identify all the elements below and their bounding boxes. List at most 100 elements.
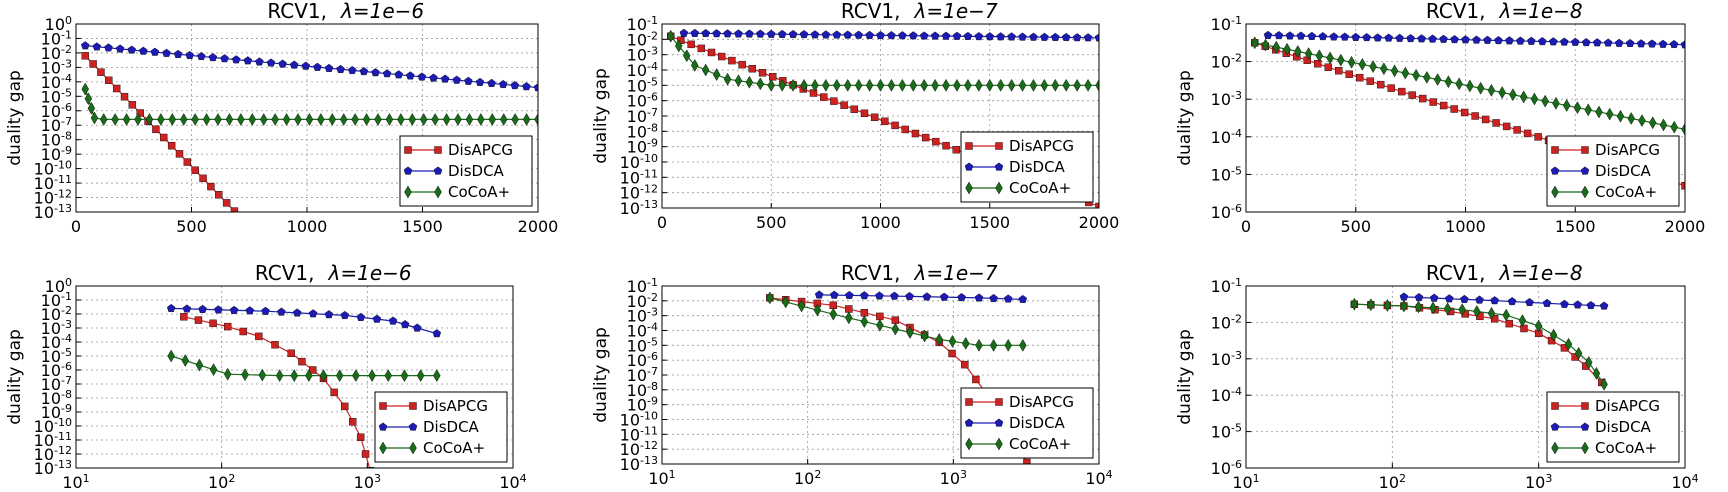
legend-marker-DisAPCG <box>1551 402 1559 410</box>
marker-DisAPCG <box>1523 129 1532 138</box>
marker-DisDCA <box>821 30 831 39</box>
legend: DisAPCG DisDCA CoCoA+ <box>960 387 1094 459</box>
marker-DisDCA <box>701 28 710 37</box>
marker-DisAPCG <box>1387 84 1395 92</box>
marker-CoCoA+ <box>1018 78 1027 92</box>
legend-marker-DisAPCG <box>1581 402 1589 410</box>
marker-DisDCA <box>1373 33 1382 42</box>
marker-DisDCA <box>1490 296 1499 305</box>
marker-CoCoA+ <box>1502 308 1510 322</box>
legend-marker-CoCoA+ <box>1581 441 1589 455</box>
marker-DisDCA <box>80 41 90 50</box>
marker-CoCoA+ <box>789 78 797 92</box>
marker-CoCoA+ <box>1412 68 1420 82</box>
marker-DisAPCG <box>152 125 160 134</box>
marker-DisDCA <box>898 31 907 40</box>
marker-DisDCA <box>996 32 1005 41</box>
marker-CoCoA+ <box>961 336 970 350</box>
y-tick-label: 10-3 <box>41 57 72 77</box>
marker-CoCoA+ <box>876 318 884 332</box>
marker-CoCoA+ <box>876 78 885 92</box>
legend-label-DisDCA: DisDCA <box>1009 414 1066 432</box>
marker-DisDCA <box>1406 34 1415 43</box>
legend-marker-CoCoA+ <box>1581 185 1589 199</box>
marker-CoCoA+ <box>179 113 188 126</box>
legend-label-DisDCA: DisDCA <box>448 162 505 180</box>
marker-DisAPCG <box>1492 119 1500 127</box>
marker-DisDCA <box>989 293 998 302</box>
axes-frame <box>1245 285 1686 469</box>
y-tick-label: 10-3 <box>1211 89 1242 109</box>
marker-CoCoA+ <box>294 113 302 126</box>
marker-DisDCA <box>277 307 286 316</box>
marker-CoCoA+ <box>271 113 279 126</box>
marker-DisAPCG <box>112 84 121 93</box>
marker-DisAPCG <box>948 349 956 358</box>
x-tick-label: 1000 <box>287 217 328 236</box>
marker-CoCoA+ <box>822 78 830 92</box>
marker-DisDCA <box>522 82 531 91</box>
legend-marker-CoCoA+ <box>995 181 1003 195</box>
legend-label-CoCoA+: CoCoA+ <box>1595 439 1657 457</box>
marker-CoCoA+ <box>202 113 211 126</box>
legend-label-DisDCA: DisDCA <box>423 418 480 436</box>
subplot-lambda: λ=1e−8 <box>1499 0 1583 23</box>
marker-DisDCA <box>182 304 192 313</box>
marker-CoCoA+ <box>975 338 983 352</box>
marker-DisDCA <box>830 290 839 299</box>
marker-DisAPCG <box>921 133 930 142</box>
marker-DisDCA <box>1450 35 1459 44</box>
marker-DisDCA <box>292 308 302 317</box>
marker-CoCoA+ <box>1390 64 1399 78</box>
marker-DisAPCG <box>1408 91 1416 99</box>
marker-DisDCA <box>162 48 171 57</box>
legend-marker-DisDCA <box>433 166 443 175</box>
marker-CoCoA+ <box>1681 122 1685 136</box>
marker-DisDCA <box>429 73 438 82</box>
legend-label-DisDCA: DisDCA <box>1595 162 1652 180</box>
marker-CoCoA+ <box>317 113 325 126</box>
marker-CoCoA+ <box>416 369 425 382</box>
x-tick-label: 103 <box>354 472 381 492</box>
axes-frame <box>75 285 514 469</box>
legend: DisAPCG DisDCA CoCoA+ <box>1546 135 1680 207</box>
legend-label-DisAPCG: DisAPCG <box>1595 397 1660 415</box>
y-tick-label: 10-12 <box>620 183 658 203</box>
marker-DisDCA <box>1263 30 1273 39</box>
marker-CoCoA+ <box>90 111 99 125</box>
legend-marker-CoCoA+ <box>1551 441 1559 455</box>
marker-CoCoA+ <box>275 369 284 382</box>
y-tick-label: 10-7 <box>627 106 658 126</box>
marker-DisAPCG <box>180 313 188 321</box>
marker-DisDCA <box>1560 37 1569 46</box>
marker-CoCoA+ <box>191 113 199 126</box>
marker-DisAPCG <box>769 73 777 81</box>
y-tick-label: 10-3 <box>1211 349 1242 369</box>
marker-DisAPCG <box>1439 101 1448 110</box>
marker-DisAPCG <box>191 166 199 174</box>
y-tick-label: 10-10 <box>620 152 658 172</box>
subplot-title: RCV1, <box>841 0 901 23</box>
legend-marker-DisAPCG <box>995 398 1003 406</box>
marker-DisDCA <box>1592 38 1602 47</box>
series-line-DisDCA <box>85 45 538 89</box>
marker-DisAPCG <box>207 182 215 191</box>
x-tick-label: 2000 <box>1665 217 1706 236</box>
marker-DisAPCG <box>175 150 184 158</box>
marker-DisAPCG <box>160 133 168 142</box>
y-tick-label: 10-1 <box>627 276 658 296</box>
marker-CoCoA+ <box>942 78 950 92</box>
marker-CoCoA+ <box>778 78 786 92</box>
marker-CoCoA+ <box>811 78 819 92</box>
marker-DisDCA <box>974 32 984 41</box>
y-tick-label: 10-10 <box>34 159 72 179</box>
marker-CoCoA+ <box>1400 299 1408 313</box>
legend-label-CoCoA+: CoCoA+ <box>1595 183 1657 201</box>
y-tick-label: 10-10 <box>620 410 658 430</box>
marker-CoCoA+ <box>1251 36 1259 50</box>
marker-DisAPCG <box>891 121 899 130</box>
marker-CoCoA+ <box>368 369 376 382</box>
marker-DisDCA <box>890 291 899 300</box>
y-tick-label: 10-2 <box>1211 52 1242 72</box>
y-tick-label: 10-3 <box>41 318 72 338</box>
